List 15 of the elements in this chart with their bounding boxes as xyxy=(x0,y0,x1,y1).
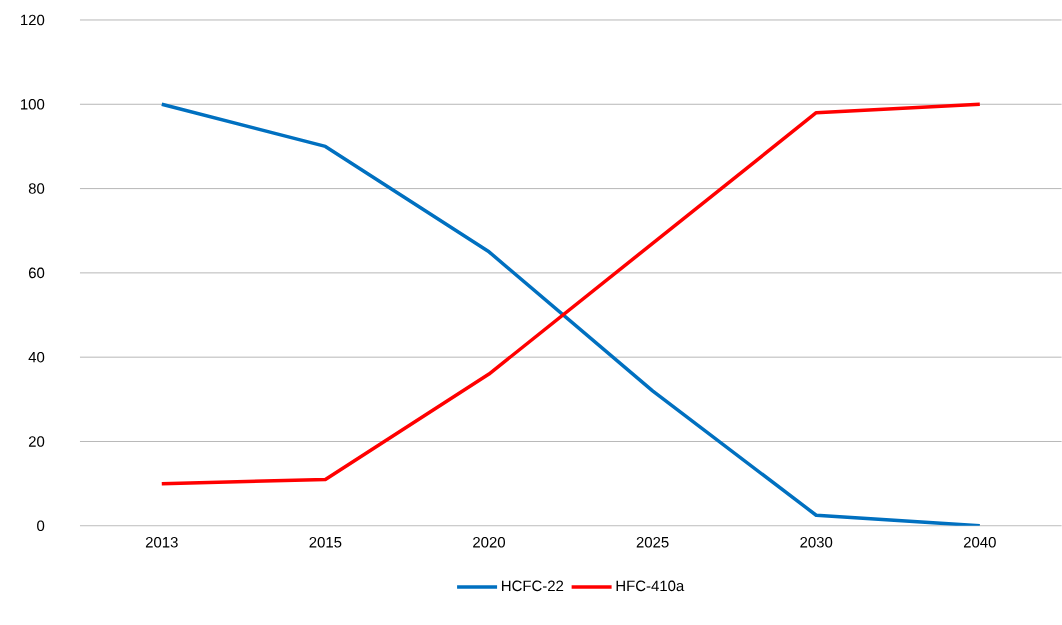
y-tick-label: 40 xyxy=(28,352,45,363)
y-tick-label: 80 xyxy=(28,183,45,194)
x-tick-label: 2020 xyxy=(473,537,506,548)
y-tick-label: 100 xyxy=(21,99,45,110)
y-tick-label: 60 xyxy=(28,267,45,279)
y-tick-label: 0 xyxy=(37,520,45,532)
x-tick-label: 2040 xyxy=(963,537,996,548)
y-tick-label: 20 xyxy=(28,436,45,447)
y-tick-label: 120 xyxy=(21,14,45,26)
x-tick-label: 2025 xyxy=(636,537,669,548)
x-tick-label: 2030 xyxy=(800,537,833,548)
x-tick-label: 2013 xyxy=(145,537,178,548)
legend-label: HFC-410a xyxy=(616,580,685,592)
legend-label: HCFC-22 xyxy=(502,580,564,592)
x-tick-label: 2015 xyxy=(309,537,342,548)
